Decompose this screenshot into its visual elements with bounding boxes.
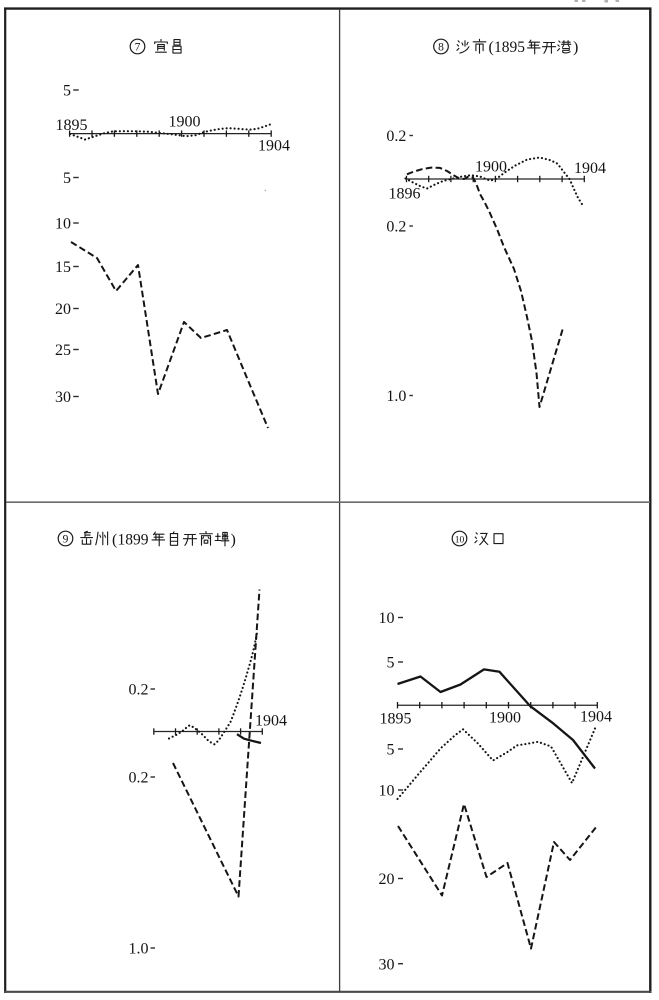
- svg-text:7: 7: [135, 42, 141, 54]
- svg-text:9: 9: [63, 534, 69, 546]
- svg-text:(: (: [112, 532, 117, 549]
- svg-text:1.0: 1.0: [386, 388, 406, 405]
- svg-text:1896: 1896: [389, 186, 421, 203]
- svg-text:1904: 1904: [574, 160, 606, 177]
- svg-text:5: 5: [63, 170, 71, 187]
- svg-text:0.2: 0.2: [386, 128, 406, 145]
- svg-text:1900: 1900: [475, 159, 507, 176]
- svg-text:10: 10: [379, 610, 395, 627]
- svg-text:5: 5: [387, 742, 395, 759]
- svg-text:1900: 1900: [169, 114, 201, 131]
- svg-text:1904: 1904: [255, 713, 287, 730]
- svg-text:8: 8: [438, 42, 444, 54]
- svg-text:): ): [573, 39, 578, 56]
- svg-text:30: 30: [55, 389, 71, 406]
- svg-text:25: 25: [55, 342, 71, 359]
- svg-text:5: 5: [63, 83, 71, 100]
- svg-text:0.2: 0.2: [129, 682, 149, 699]
- svg-text:1900: 1900: [489, 710, 521, 727]
- svg-text:5: 5: [387, 655, 395, 672]
- svg-text:1899: 1899: [118, 532, 149, 549]
- svg-text:1904: 1904: [580, 709, 612, 726]
- svg-text:1895: 1895: [380, 711, 412, 728]
- svg-text:0.2: 0.2: [129, 770, 149, 787]
- svg-text:1.0: 1.0: [129, 941, 149, 958]
- svg-text:20: 20: [55, 301, 71, 318]
- svg-text:): ): [231, 532, 236, 549]
- svg-text:15: 15: [55, 259, 71, 276]
- svg-text:10: 10: [55, 216, 71, 233]
- svg-text:10: 10: [379, 783, 395, 800]
- svg-text:1904: 1904: [258, 138, 290, 155]
- svg-text:0.2: 0.2: [386, 219, 406, 236]
- svg-text:(: (: [489, 39, 494, 56]
- svg-text:20: 20: [379, 871, 395, 888]
- svg-text:1895: 1895: [56, 117, 88, 134]
- svg-text:10: 10: [455, 536, 465, 546]
- svg-text:1895: 1895: [494, 39, 525, 56]
- svg-text:30: 30: [379, 956, 395, 973]
